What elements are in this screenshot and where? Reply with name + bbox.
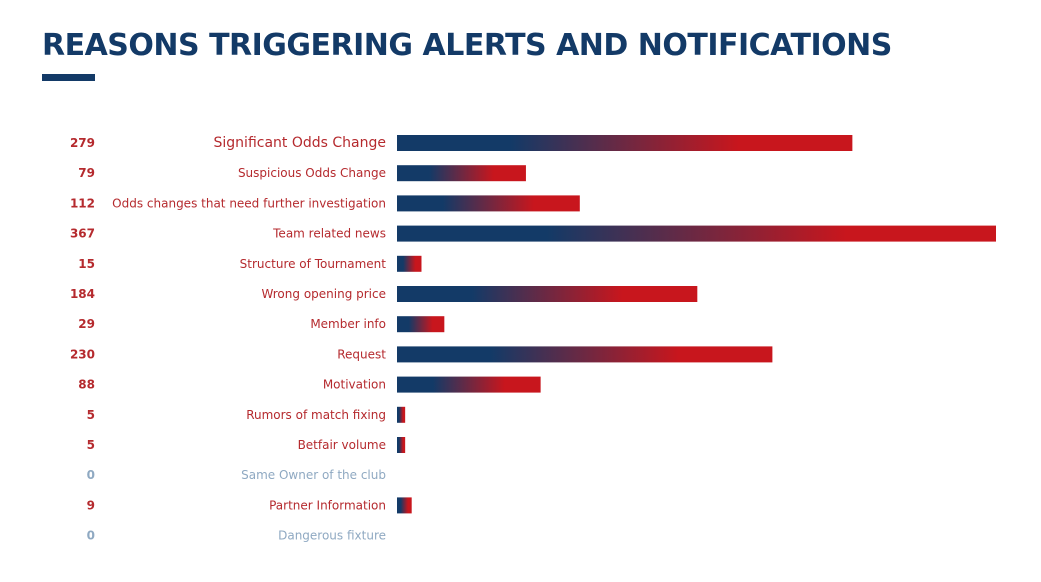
bar (397, 346, 773, 363)
bar-value-label: 112 (70, 196, 95, 210)
bar-value-label: 5 (87, 408, 95, 422)
bar (397, 286, 698, 302)
bar (397, 135, 853, 151)
bar (397, 497, 412, 514)
bar-value-label: 0 (87, 529, 95, 543)
bar-value-label: 9 (87, 498, 95, 512)
chart-rows: 279 Significant Odds Change 79 Suspicious O… (70, 135, 996, 543)
bar (397, 437, 406, 453)
bar-value-label: 230 (70, 347, 95, 361)
category-label: Wrong opening price (261, 287, 386, 301)
category-label: Request (337, 347, 386, 361)
category-label: Betfair volume (298, 438, 386, 452)
category-label: Structure of Tournament (240, 257, 387, 271)
category-label: Motivation (323, 378, 386, 392)
bar (397, 316, 445, 333)
bar-value-label: 29 (78, 317, 95, 331)
page-title: REASONS TRIGGERING ALERTS AND NOTIFICATI… (42, 28, 892, 63)
bar-value-label: 279 (70, 136, 95, 150)
bar-value-label: 0 (87, 468, 95, 482)
category-label: Odds changes that need further investiga… (112, 196, 386, 210)
category-label: Rumors of match fixing (246, 408, 386, 422)
title-underline (42, 74, 95, 81)
bar (397, 195, 580, 212)
category-label: Partner Information (269, 498, 386, 512)
bar (397, 165, 526, 182)
bar (397, 406, 406, 423)
bar (397, 376, 541, 393)
category-label: Member info (310, 317, 386, 331)
bar (397, 225, 996, 242)
category-label: Dangerous fixture (278, 529, 386, 543)
bar-value-label: 367 (70, 227, 95, 241)
bar-value-label: 5 (87, 438, 95, 452)
bar (397, 255, 422, 272)
category-label: Significant Odds Change (214, 135, 386, 151)
category-label: Same Owner of the club (241, 468, 386, 482)
bar-value-label: 79 (78, 166, 95, 180)
bar-value-label: 15 (78, 257, 95, 271)
bar-value-label: 88 (78, 378, 95, 392)
category-label: Suspicious Odds Change (238, 166, 386, 180)
bar-value-label: 184 (70, 287, 95, 301)
category-label: Team related news (272, 227, 386, 241)
